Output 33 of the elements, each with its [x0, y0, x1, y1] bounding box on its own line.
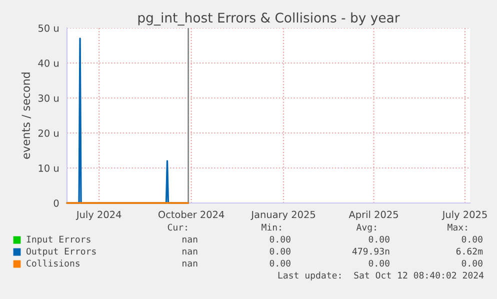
text: 0.00: [270, 260, 290, 267]
text: Avg:: [356, 224, 376, 232]
text: 0.00: [462, 236, 482, 243]
y-tick-label: 20 u: [38, 129, 58, 137]
text: nan: [182, 261, 198, 267]
legend-label: Input Errors: [26, 236, 90, 244]
y-axis-title: events / second: [21, 72, 31, 159]
x-tick-label: October 2024: [158, 210, 224, 218]
text: 0.00: [270, 248, 290, 255]
text: Max:: [448, 224, 467, 231]
y-tick-label: 50 u: [38, 24, 58, 32]
text: 0.00: [270, 236, 290, 243]
x-tick-label: July 2024: [76, 210, 122, 220]
text: 0.00: [368, 236, 390, 243]
text: nan: [182, 249, 198, 255]
text: 479.93n: [352, 248, 390, 255]
legend-label: Output Errors: [26, 248, 96, 256]
x-tick-label: April 2025: [348, 210, 398, 220]
text: 0.00: [462, 260, 482, 267]
y-tick-label: 0: [54, 199, 59, 207]
text: nan: [182, 237, 198, 243]
y-tick-label: 40 u: [38, 59, 58, 67]
text: Last update: Sat Oct 12 08:40:02 2024: [278, 272, 484, 280]
text: 0.00: [368, 260, 390, 267]
legend-label: Collisions: [26, 260, 80, 267]
x-tick-label: January 2025: [250, 210, 316, 220]
y-tick-label: 30 u: [38, 94, 58, 102]
text: 6.62m: [456, 248, 483, 255]
y-tick-label: 10 u: [38, 164, 58, 172]
text: Cur:: [168, 224, 187, 231]
text: Min:: [262, 224, 281, 231]
chart-title: pg_int_host Errors & Collisions - by year: [138, 12, 400, 26]
x-tick-label: July 2025: [442, 210, 487, 220]
